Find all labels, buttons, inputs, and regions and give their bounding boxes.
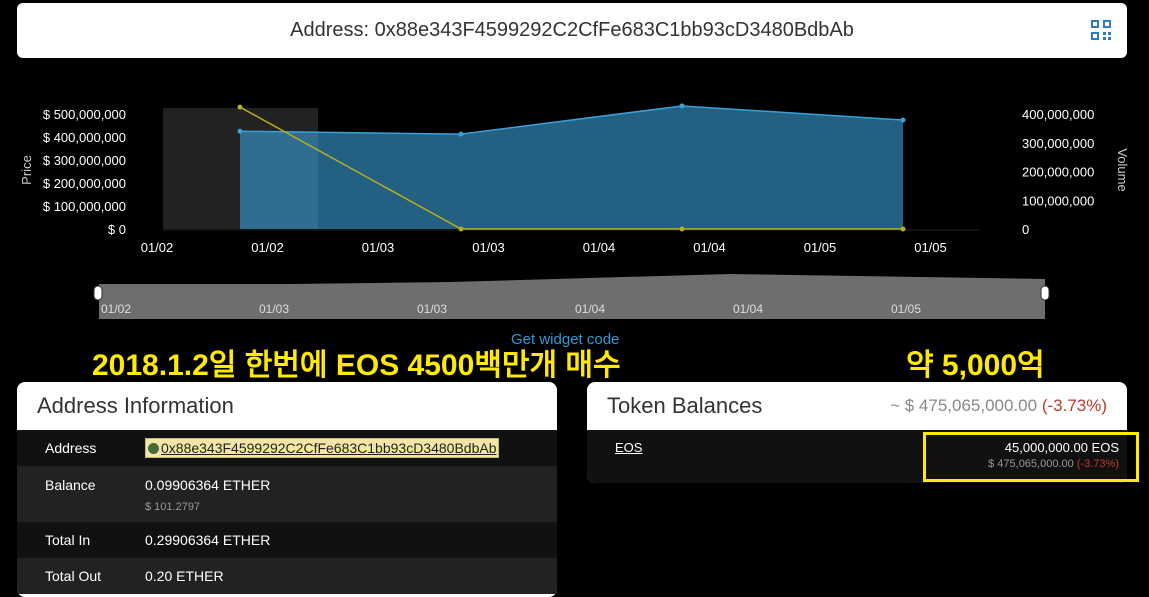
row-label: Address xyxy=(45,440,97,456)
annotation-right: 약 5,000억 xyxy=(906,349,1045,382)
x-tick: 01/05 xyxy=(804,240,837,255)
data-point xyxy=(900,226,906,232)
y-left-tick: $ 200,000,000 xyxy=(43,176,126,191)
token-total-change: (-3.73%) xyxy=(1041,396,1107,415)
navigator-tick: 01/02 xyxy=(101,302,131,316)
get-widget-code-link[interactable]: Get widget code xyxy=(511,331,620,348)
y-left-tick: $ 400,000,000 xyxy=(43,130,126,145)
data-point xyxy=(458,131,464,137)
address-title: Address: 0x88e343F4599292C2CfFe683C1bb93… xyxy=(290,19,854,41)
data-point xyxy=(900,117,906,123)
y-right-label: Volume xyxy=(1115,148,1130,191)
row-total-out: Total Out 0.20 ETHER xyxy=(17,558,557,594)
data-point xyxy=(458,226,464,232)
navigator-tick: 01/03 xyxy=(417,302,447,316)
y-right-tick: 200,000,000 xyxy=(1022,165,1094,180)
panel-title: Token Balances xyxy=(607,393,763,418)
navigator-area xyxy=(99,274,1045,319)
address-information-panel: Address Information Address 0x88e343F459… xyxy=(17,382,557,597)
address-link-text: 0x88e343F4599292C2CfFe683C1bb93cD3480Bdb… xyxy=(161,440,497,456)
token-link-eos[interactable]: EOS xyxy=(615,440,643,455)
address-header: Address: 0x88e343F4599292C2CfFe683C1bb93… xyxy=(17,3,1127,58)
token-row-eos: EOS 45,000,000.00 EOS $ 475,065,000.00 (… xyxy=(587,430,1127,483)
qr-code-icon[interactable] xyxy=(1091,20,1111,40)
x-tick: 01/04 xyxy=(583,240,616,255)
y-right-tick: 0 xyxy=(1022,222,1029,237)
series-line-0 xyxy=(239,105,904,135)
x-tick: 01/04 xyxy=(693,240,726,255)
data-point xyxy=(237,104,243,110)
highlight-box xyxy=(923,432,1139,482)
y-left-tick: $ 100,000,000 xyxy=(43,199,126,214)
x-tick: 01/03 xyxy=(472,240,505,255)
navigator-handle[interactable] xyxy=(93,285,103,301)
data-point xyxy=(679,103,685,109)
balance-usd: $ 101.2797 xyxy=(145,501,201,513)
navigator-tick: 01/04 xyxy=(733,302,763,316)
y-left-tick: $ 0 xyxy=(108,222,126,237)
row-value: 0.20 ETHER xyxy=(145,568,224,584)
x-tick: 01/02 xyxy=(141,240,174,255)
navigator-tick: 01/05 xyxy=(891,302,921,316)
row-value: 0.09906364 ETHER xyxy=(145,477,271,493)
y-right-tick: 400,000,000 xyxy=(1022,107,1094,122)
x-tick: 01/02 xyxy=(251,240,284,255)
row-label: Balance xyxy=(45,477,96,493)
token-total: ~ $ 475,065,000.00 xyxy=(890,396,1038,415)
y-left-tick: $ 300,000,000 xyxy=(43,153,126,168)
series-line-1 xyxy=(239,106,903,230)
navigator-handle[interactable] xyxy=(1040,285,1050,301)
volume-area xyxy=(240,105,903,229)
data-point xyxy=(679,226,685,232)
x-tick: 01/03 xyxy=(362,240,395,255)
row-value: 0.29906364 ETHER xyxy=(145,532,271,548)
row-total-in: Total In 0.29906364 ETHER xyxy=(17,522,557,558)
y-right-tick: 300,000,000 xyxy=(1022,136,1094,151)
y-right-tick: 100,000,000 xyxy=(1022,193,1094,208)
address-link[interactable]: 0x88e343F4599292C2CfFe683C1bb93cD3480Bdb… xyxy=(145,438,500,458)
row-label: Total Out xyxy=(45,568,102,584)
row-address: Address 0x88e343F4599292C2CfFe683C1bb93c… xyxy=(17,430,557,466)
x-tick: 01/05 xyxy=(914,240,947,255)
navigator-tick: 01/04 xyxy=(575,302,605,316)
row-balance: Balance 0.09906364 ETHER $ 101.2797 xyxy=(17,466,557,522)
y-left-label: Price xyxy=(19,155,34,185)
identicon-icon xyxy=(148,443,159,454)
price-volume-chart[interactable]: $ 500,000,000 $ 400,000,000 $ 300,000,000 $… xyxy=(0,90,1149,330)
data-point xyxy=(237,128,243,134)
y-left-tick: $ 500,000,000 xyxy=(43,107,126,122)
navigator-tick: 01/03 xyxy=(259,302,289,316)
row-label: Total In xyxy=(45,532,91,548)
token-change: (-3.73%) xyxy=(1076,458,1119,470)
panel-title: Address Information xyxy=(37,393,234,418)
annotation-left: 2018.1.2일 한번에 EOS 4500백만개 매수 xyxy=(92,349,621,382)
token-value: $ 475,065,000.00 xyxy=(988,458,1074,470)
token-amount: 45,000,000.00 EOS xyxy=(1004,440,1119,455)
